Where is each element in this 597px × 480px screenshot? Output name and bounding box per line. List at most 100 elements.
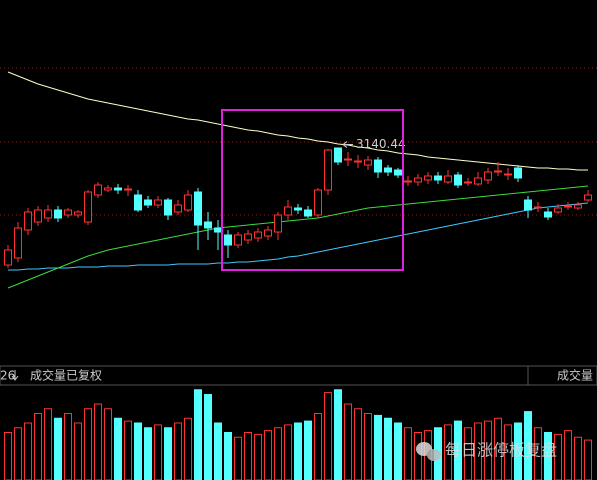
volume-bar: [564, 430, 572, 480]
volume-bar: [474, 422, 482, 480]
volume-bar: [514, 422, 522, 480]
volume-bar: [314, 413, 322, 480]
volume-bar: [464, 427, 472, 480]
candle-body: [134, 194, 142, 211]
candle-body: [314, 189, 322, 216]
candle-body: [584, 194, 592, 201]
volume-bar: [184, 417, 192, 480]
candle-body: [254, 231, 262, 239]
candle-body: [274, 214, 282, 233]
volume-bar: [494, 417, 502, 480]
volume-bar: [194, 389, 202, 480]
volume-bar: [44, 408, 52, 480]
candle-body: [544, 211, 552, 218]
candle-body: [144, 199, 152, 206]
volume-bar: [84, 408, 92, 480]
volume-bar: [524, 411, 532, 480]
volume-bar: [484, 420, 492, 480]
annotation: 3140.44: [356, 137, 406, 151]
volume-bar: [34, 413, 42, 480]
candle-body: [564, 205, 572, 208]
volume-bar: [64, 413, 72, 480]
candle-body: [424, 175, 432, 181]
down-arrow-icon: [11, 370, 19, 381]
volume-bar: [264, 430, 272, 480]
volume-bar: [374, 414, 382, 480]
candle-body: [84, 191, 92, 223]
candle-body: [224, 234, 232, 246]
candle-body: [334, 147, 342, 163]
highlight-box: [221, 109, 404, 271]
candle-body: [324, 149, 332, 191]
watermark: 每日涨停板复盘: [445, 441, 557, 460]
volume-header: [0, 365, 597, 386]
volume-left-label: 26: [0, 369, 15, 383]
volume-bar: [364, 413, 372, 480]
volume-title: 成交量已复权: [30, 368, 102, 383]
volume-bar: [244, 432, 252, 480]
moving-average-line: [7, 185, 589, 289]
volume-bar: [144, 427, 152, 480]
candle-body: [104, 187, 112, 191]
volume-bar: [394, 422, 402, 480]
candle-body: [114, 187, 122, 191]
candle-body: [34, 209, 42, 223]
volume-bar: [334, 389, 342, 480]
candle-body: [294, 207, 302, 211]
watermark-icon: [416, 442, 441, 461]
candle-body: [344, 158, 352, 161]
candle-body: [534, 206, 542, 209]
candle-body: [184, 194, 192, 211]
candle-body: [94, 184, 102, 196]
volume-bar: [104, 408, 112, 480]
volume-bar: [344, 403, 352, 480]
candle-body: [164, 199, 172, 216]
marks: 3140.44: [4, 71, 592, 480]
candle-body: [524, 199, 532, 211]
volume-bar: [204, 394, 212, 480]
volume-bar: [384, 417, 392, 480]
volume-bar: [544, 432, 552, 480]
candle-body: [74, 211, 82, 216]
candle-body: [464, 181, 472, 184]
candle-body: [414, 177, 422, 183]
candle-body: [204, 221, 212, 229]
candle-body: [194, 191, 202, 226]
candle-body: [64, 209, 72, 216]
candle-body: [504, 173, 512, 176]
volume-bar: [224, 432, 232, 480]
volume-right-label: 成交量: [557, 368, 593, 383]
volume-bar: [294, 422, 302, 480]
volume-bar: [4, 432, 12, 480]
volume-bar: [534, 427, 542, 480]
volume-bar: [574, 436, 582, 480]
candle-body: [404, 180, 412, 183]
volume-bar: [164, 427, 172, 480]
volume-bar: [284, 424, 292, 480]
volume-bar: [414, 432, 422, 480]
volume-bar: [214, 422, 222, 480]
annotation-arrow: [342, 141, 353, 148]
volume-bar: [254, 433, 262, 480]
volume-bar: [404, 427, 412, 480]
candle-body: [154, 199, 162, 206]
candle-body: [364, 159, 372, 166]
candle-body: [54, 209, 62, 219]
volume-bar: [134, 422, 142, 480]
moving-average-line: [8, 202, 589, 271]
volume-bar: [154, 424, 162, 480]
candle-body: [264, 229, 272, 237]
candle-body: [574, 204, 582, 209]
volume-bar: [94, 403, 102, 480]
candle-body: [554, 207, 562, 213]
candle-body: [304, 209, 312, 217]
volume-bar: [24, 422, 32, 480]
volume-bar: [454, 420, 462, 480]
moving-average-line: [7, 71, 588, 171]
candle-body: [514, 167, 522, 179]
volume-bar: [54, 417, 62, 480]
volume-bar: [304, 420, 312, 480]
candle-body: [284, 206, 292, 216]
candle-body: [44, 209, 52, 219]
